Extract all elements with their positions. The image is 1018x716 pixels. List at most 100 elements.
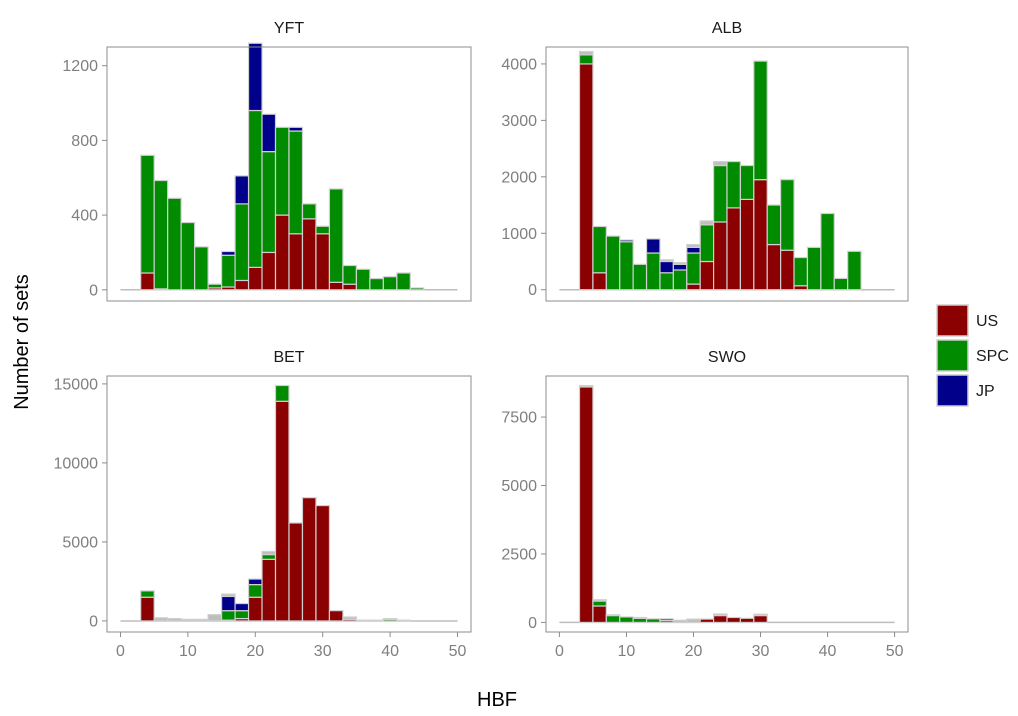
y-tick-label-yft-800: 800 [71,133,98,150]
bar-swo-other-12 [632,616,648,619]
x-tick-label-bet-40: 40 [381,643,399,660]
bar-bet-us-30 [315,504,331,622]
bar-yft-jp-26 [288,126,304,132]
bar-alb-spc-6 [592,225,607,274]
panel-border-bet [106,375,472,633]
bar-bet-jp-20 [247,578,263,586]
y-tick-label-yft-400: 400 [71,208,98,225]
legend-label-us: US [976,313,998,330]
y-tick-label-alb-3000: 3000 [501,113,537,130]
bar-bet-spc-18 [234,610,250,620]
panel-swo: SWO 0 2500 5000 7500 0 10 20 30 40 50 [501,349,909,660]
bar-alb-us-32 [766,243,782,291]
bar-yft-spc-28 [301,203,317,220]
y-tick-label-bet-10000: 10000 [54,455,99,472]
bar-yft-spc-20 [247,109,263,268]
bar-alb-us-4 [578,63,594,291]
bar-swo-other-18 [672,619,688,624]
bar-alb-us-34 [780,249,795,291]
bar-yft-spc-6 [153,179,169,290]
bar-bet-other-22 [261,550,277,556]
bar-bet-other-12 [194,618,209,622]
bar-alb-other-20 [686,243,701,248]
y-tick-label-alb-1000: 1000 [501,226,537,243]
bar-yft-us-24 [274,214,290,291]
x-tick-label-swo-30: 30 [752,643,770,660]
bar-bet-us-28 [301,497,317,622]
bar-bet-us-4 [140,596,155,622]
bar-yft-spc-16 [220,254,236,288]
bar-alb-spc-44 [847,250,862,291]
bar-alb-spc-26 [726,160,742,209]
bar-yft-spc-24 [274,126,290,216]
bar-swo-other-20 [686,618,701,624]
bar-bet-spc-24 [274,384,290,402]
bar-swo-other-6 [592,599,607,602]
bar-alb-spc-22 [699,224,715,263]
bar-bet-jp-16 [220,595,236,612]
bar-alb-other-4 [578,50,594,56]
bar-alb-other-22 [699,220,715,226]
bar-alb-spc-12 [632,263,648,291]
bar-alb-spc-30 [753,60,768,181]
bar-yft-jp-22 [261,113,277,153]
bar-swo-us-6 [592,605,607,624]
bar-yft-spc-18 [234,203,250,282]
bar-swo-other-30 [753,613,768,617]
legend-label-spc: SPC [976,348,1009,365]
bar-yft-spc-30 [315,225,331,235]
panel-border-swo [545,375,909,633]
bar-alb-jp-10 [619,239,634,243]
panel-alb: ALB 0 1000 2000 3000 4000 [501,20,909,302]
bar-bet-spc-22 [261,553,277,560]
bar-bet-other-36 [355,619,371,622]
bar-swo-other-8 [605,614,621,617]
bar-alb-us-28 [739,198,755,291]
legend-swatch-jp [936,374,969,407]
bar-alb-us-20 [686,283,701,291]
bar-swo-spc-10 [619,616,634,624]
bar-yft-us-32 [328,281,344,291]
legend-swatch-spc [936,339,969,372]
bar-yft-spc-12 [194,246,209,291]
y-tick-label-yft-0: 0 [89,282,98,299]
panel-title-yft: YFT [274,20,304,37]
bar-yft-spc-42 [396,272,411,291]
bar-bet-other-34 [342,616,358,620]
bar-yft-spc-26 [288,130,304,235]
bar-yft-spc-34 [342,264,358,285]
bar-swo-us-4 [578,386,594,624]
y-tick-label-bet-15000: 15000 [54,376,99,393]
bar-swo-spc-14 [645,618,661,624]
bar-yft-jp-16 [220,250,236,256]
y-tick-label-swo-5000: 5000 [501,478,537,495]
bar-alb-spc-20 [686,252,701,285]
bar-swo-us-22 [699,618,715,624]
y-tick-label-alb-4000: 4000 [501,56,537,73]
bar-bet-us-26 [288,522,304,622]
bar-alb-spc-24 [712,164,728,223]
bar-alb-spc-42 [833,277,849,291]
bar-yft-jp-20 [247,42,263,112]
chart-panels: YFT04008001200ALB01000200030004000BET050… [54,20,909,660]
bar-swo-us-30 [753,614,768,624]
bar-bet-us-24 [274,400,290,622]
bar-yft-us-20 [247,266,263,291]
bar-yft-us-18 [234,279,250,291]
bar-yft-spc-14 [207,283,223,289]
bar-alb-spc-8 [605,235,621,291]
bar-swo-spc-6 [592,600,607,607]
bar-yft-spc-10 [180,221,196,291]
bar-yft-spc-44 [409,287,425,291]
bar-bet-other-10 [180,618,196,622]
panel-title-bet: BET [273,349,304,366]
bar-yft-us-30 [315,233,331,291]
bar-bet-us-20 [247,596,263,622]
bar-alb-spc-10 [619,241,634,291]
bar-yft-us-4 [140,272,155,291]
bar-bet-us-32 [328,610,344,622]
bar-alb-spc-16 [659,272,674,291]
bar-alb-jp-18 [672,263,688,271]
bar-bet-jp-18 [234,602,250,612]
bar-alb-us-6 [592,272,607,291]
